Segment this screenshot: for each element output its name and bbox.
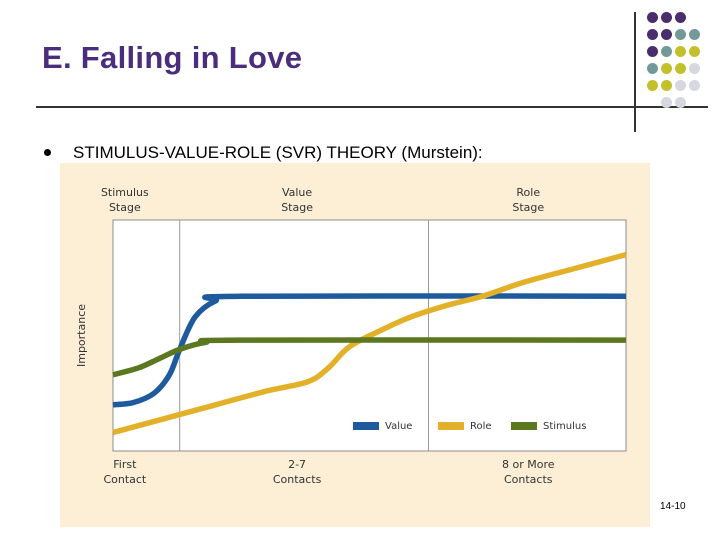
stage-label: Stage (281, 201, 313, 214)
series-line-stimulus (112, 337, 627, 378)
legend-label-stimulus: Stimulus (543, 421, 586, 432)
contact-label: 2-7 (288, 458, 306, 471)
decorative-dot (661, 29, 672, 40)
stage-label: Role (516, 186, 540, 199)
legend-label-role: Role (470, 421, 492, 432)
legend-swatch-stimulus (511, 422, 537, 430)
decorative-dot-grid (647, 12, 727, 122)
decorative-dot (675, 63, 686, 74)
decorative-dot (661, 97, 672, 108)
decorative-dot (675, 46, 686, 57)
contact-label: Contact (103, 473, 146, 486)
legend-swatch-role (438, 422, 464, 430)
contact-label: Contacts (504, 473, 553, 486)
contact-label: 8 or More (502, 458, 555, 471)
slide-title: E. Falling in Love (42, 40, 303, 75)
decorative-dot (661, 63, 672, 74)
bullet-text: STIMULUS-VALUE-ROLE (SVR) THEORY (Murste… (73, 143, 483, 162)
decorative-dot (675, 80, 686, 91)
svr-chart-figure: Stimulus Stage First Contact Value Stage 2-7 Co… (60, 163, 650, 527)
slide-number: 14-10 (660, 501, 686, 512)
decorative-dot (647, 46, 658, 57)
decorative-dot (689, 46, 700, 57)
decorative-dot (661, 46, 672, 57)
decorative-dot (689, 63, 700, 74)
decorative-dot (675, 29, 686, 40)
stage-label: Value (282, 186, 312, 199)
series-line-value (112, 293, 627, 408)
decorative-dot (689, 80, 700, 91)
svr-chart: Stimulus Stage First Contact Value Stage 2-7 Co… (75, 186, 627, 486)
title-divider (36, 106, 708, 108)
decorative-dot (661, 12, 672, 23)
y-axis-label: Importance (75, 304, 88, 367)
bullet-icon (44, 149, 51, 156)
decorative-dot (647, 12, 658, 23)
stage-label: Stage (109, 201, 141, 214)
decorative-dot (647, 29, 658, 40)
decorative-dot (675, 97, 686, 108)
decorative-dot (647, 63, 658, 74)
contact-label: Contacts (273, 473, 322, 486)
stage-label: Stage (512, 201, 544, 214)
contact-label: First (113, 458, 137, 471)
decorative-dot (647, 80, 658, 91)
decorative-dot (675, 12, 686, 23)
stage-label: Stimulus (101, 186, 149, 199)
legend-swatch-value (353, 422, 379, 430)
legend-label-value: Value (385, 421, 412, 432)
decorative-dot (689, 29, 700, 40)
decorative-dot (661, 80, 672, 91)
vertical-divider (634, 12, 636, 132)
